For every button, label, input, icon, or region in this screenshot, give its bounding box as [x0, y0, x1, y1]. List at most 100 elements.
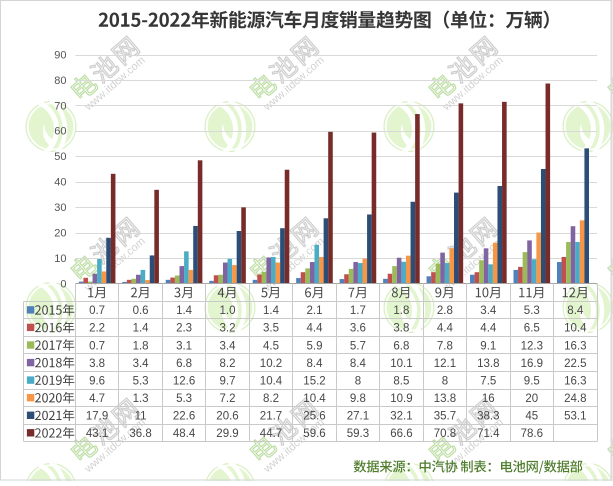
svg-text:3.5: 3.5 [263, 323, 279, 335]
svg-text:3.2: 3.2 [220, 323, 236, 335]
svg-text:60: 60 [54, 126, 66, 138]
svg-text:8.4: 8.4 [307, 358, 324, 370]
svg-text:16.3: 16.3 [564, 340, 586, 352]
svg-text:3.4: 3.4 [480, 305, 497, 317]
svg-text:10.4: 10.4 [564, 323, 587, 335]
svg-text:7.2: 7.2 [220, 393, 236, 405]
svg-text:43.1: 43.1 [86, 428, 108, 440]
svg-text:70.8: 70.8 [434, 428, 456, 440]
svg-text:44.7: 44.7 [260, 428, 282, 440]
svg-text:8: 8 [355, 375, 361, 387]
svg-text:10.4: 10.4 [260, 375, 283, 387]
svg-text:1.4: 1.4 [133, 323, 150, 335]
svg-text:13.8: 13.8 [434, 393, 456, 405]
svg-text:0.7: 0.7 [89, 305, 105, 317]
svg-text:5.3: 5.3 [524, 305, 540, 317]
svg-text:20: 20 [54, 227, 66, 239]
svg-text:8.4: 8.4 [350, 358, 367, 370]
svg-text:10.4: 10.4 [303, 393, 326, 405]
svg-text:1.7: 1.7 [350, 305, 366, 317]
svg-text:2.3: 2.3 [176, 323, 192, 335]
svg-text:10: 10 [54, 253, 66, 265]
svg-text:21.7: 21.7 [260, 411, 282, 423]
svg-text:16: 16 [482, 393, 495, 405]
svg-text:40: 40 [54, 177, 66, 189]
svg-text:5.7: 5.7 [350, 340, 366, 352]
svg-text:8: 8 [442, 375, 448, 387]
svg-text:30: 30 [54, 202, 66, 214]
svg-text:22.6: 22.6 [173, 411, 195, 423]
svg-text:0: 0 [60, 278, 66, 290]
svg-text:12.6: 12.6 [173, 375, 195, 387]
svg-text:6.5: 6.5 [524, 323, 540, 335]
svg-text:70: 70 [54, 100, 66, 112]
svg-text:17.9: 17.9 [86, 411, 108, 423]
svg-text:4.7: 4.7 [89, 393, 105, 405]
svg-text:1.4: 1.4 [263, 305, 280, 317]
svg-text:8.2: 8.2 [220, 358, 236, 370]
svg-text:3.4: 3.4 [220, 340, 237, 352]
svg-text:20.6: 20.6 [216, 411, 238, 423]
svg-text:36.8: 36.8 [129, 428, 151, 440]
svg-text:15.2: 15.2 [303, 375, 325, 387]
svg-text:2.8: 2.8 [437, 305, 453, 317]
svg-text:53.1: 53.1 [564, 411, 586, 423]
svg-text:6.8: 6.8 [176, 358, 192, 370]
svg-text:1.3: 1.3 [133, 393, 149, 405]
svg-text:20: 20 [525, 393, 538, 405]
svg-text:8.4: 8.4 [567, 305, 584, 317]
svg-text:24.8: 24.8 [564, 393, 586, 405]
svg-text:2.2: 2.2 [89, 323, 105, 335]
svg-text:71.4: 71.4 [477, 428, 500, 440]
svg-text:48.4: 48.4 [173, 428, 196, 440]
svg-text:1.0: 1.0 [220, 305, 236, 317]
svg-text:10.9: 10.9 [390, 393, 412, 405]
svg-text:50: 50 [54, 151, 66, 163]
svg-text:32.1: 32.1 [390, 411, 412, 423]
svg-text:45: 45 [525, 411, 538, 423]
svg-text:6.8: 6.8 [393, 340, 409, 352]
svg-text:10.1: 10.1 [390, 358, 412, 370]
svg-text:4.4: 4.4 [307, 323, 324, 335]
svg-text:4.5: 4.5 [263, 340, 279, 352]
svg-text:9.1: 9.1 [480, 340, 496, 352]
svg-text:22.5: 22.5 [564, 358, 586, 370]
svg-text:0.7: 0.7 [89, 340, 105, 352]
svg-text:4.4: 4.4 [480, 323, 497, 335]
svg-text:80: 80 [54, 75, 66, 87]
svg-text:1.8: 1.8 [393, 305, 409, 317]
svg-text:8.5: 8.5 [393, 375, 409, 387]
svg-text:3.8: 3.8 [393, 323, 409, 335]
svg-text:90: 90 [54, 49, 66, 61]
svg-text:2.1: 2.1 [307, 305, 323, 317]
svg-text:9.7: 9.7 [220, 375, 236, 387]
svg-text:3.8: 3.8 [89, 358, 105, 370]
svg-text:78.6: 78.6 [521, 428, 543, 440]
svg-text:13.8: 13.8 [477, 358, 499, 370]
svg-text:27.1: 27.1 [347, 411, 369, 423]
svg-text:5.9: 5.9 [307, 340, 323, 352]
svg-text:16.9: 16.9 [521, 358, 543, 370]
svg-text:5.3: 5.3 [176, 393, 192, 405]
svg-text:9.6: 9.6 [89, 375, 105, 387]
svg-text:25.6: 25.6 [303, 411, 325, 423]
svg-text:7.8: 7.8 [437, 340, 453, 352]
svg-text:4.4: 4.4 [437, 323, 454, 335]
svg-text:8.2: 8.2 [263, 393, 279, 405]
svg-text:59.3: 59.3 [347, 428, 369, 440]
svg-text:9.8: 9.8 [350, 393, 366, 405]
svg-text:10.2: 10.2 [260, 358, 282, 370]
svg-text:1.8: 1.8 [133, 340, 149, 352]
svg-text:16.3: 16.3 [564, 375, 586, 387]
svg-text:3.6: 3.6 [350, 323, 366, 335]
svg-text:5.3: 5.3 [133, 375, 149, 387]
svg-text:29.9: 29.9 [216, 428, 238, 440]
svg-text:12.3: 12.3 [521, 340, 543, 352]
svg-text:12.1: 12.1 [434, 358, 456, 370]
svg-text:11: 11 [135, 411, 147, 423]
svg-text:9.5: 9.5 [524, 375, 540, 387]
svg-text:59.6: 59.6 [303, 428, 325, 440]
svg-text:3.4: 3.4 [133, 358, 150, 370]
svg-text:0.6: 0.6 [133, 305, 149, 317]
svg-text:3.1: 3.1 [176, 340, 192, 352]
